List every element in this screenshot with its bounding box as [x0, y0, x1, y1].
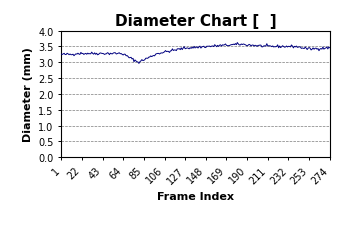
Title: Diameter Chart [  ]: Diameter Chart [ ]	[115, 14, 276, 29]
X-axis label: Frame Index: Frame Index	[157, 191, 234, 201]
Y-axis label: Diameter (mm): Diameter (mm)	[22, 47, 33, 142]
